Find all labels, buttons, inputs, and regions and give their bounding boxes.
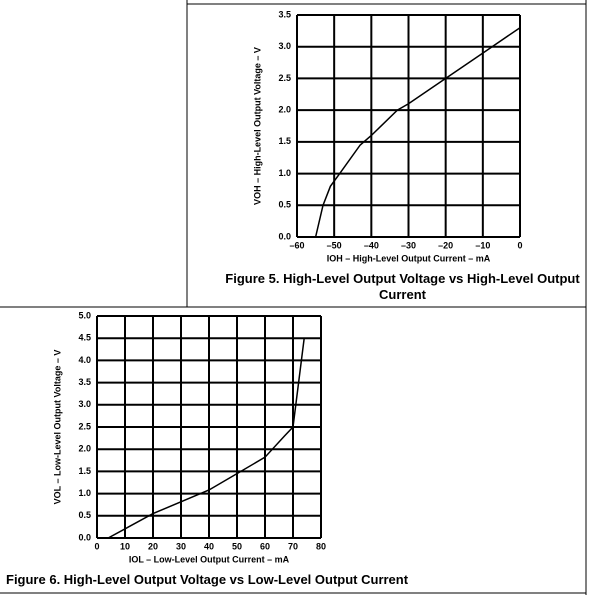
y-tick-label: 2.5 xyxy=(278,73,291,83)
y-tick-label: 3.0 xyxy=(278,41,291,51)
y-tick-label: 0.5 xyxy=(78,510,91,520)
x-tick-label: 0 xyxy=(517,240,522,250)
data-line xyxy=(314,27,521,238)
x-tick-label: –40 xyxy=(364,240,379,250)
y-tick-label: 3.0 xyxy=(78,399,91,409)
chart-title: Figure 6. High-Level Output Voltage vs L… xyxy=(6,572,409,587)
y-tick-label: 2.0 xyxy=(278,105,291,115)
x-tick-label: 70 xyxy=(288,541,298,551)
y-tick-label: 2.0 xyxy=(78,444,91,454)
y-tick-label: 1.5 xyxy=(78,466,91,476)
y-tick-label: 0.5 xyxy=(278,200,291,210)
x-axis-label: IOL – Low-Level Output Current – mA xyxy=(129,554,290,564)
y-axis-label: VOL – Low-Level Output Voltage – V xyxy=(52,350,62,505)
x-tick-label: 20 xyxy=(148,541,158,551)
x-tick-label: 50 xyxy=(232,541,242,551)
x-axis-label: IOH – High-Level Output Current – mA xyxy=(327,253,491,263)
x-tick-label: 40 xyxy=(204,541,214,551)
x-tick-label: –50 xyxy=(327,240,342,250)
y-tick-label: 5.0 xyxy=(78,310,91,320)
data-line xyxy=(107,338,305,539)
chart-title: Figure 5. High-Level Output Voltage vs H… xyxy=(225,271,580,302)
x-tick-label: 10 xyxy=(120,541,130,551)
x-tick-label: –60 xyxy=(289,240,304,250)
y-tick-label: 4.0 xyxy=(78,355,91,365)
y-tick-label: 3.5 xyxy=(78,377,91,387)
x-tick-label: 30 xyxy=(176,541,186,551)
x-tick-label: 80 xyxy=(316,541,326,551)
y-axis-label: VOH – High-Level Output Voltage – V xyxy=(252,47,262,205)
y-tick-label: 3.5 xyxy=(278,9,291,19)
y-tick-label: 1.0 xyxy=(278,168,291,178)
x-tick-label: 60 xyxy=(260,541,270,551)
x-tick-label: –30 xyxy=(401,240,416,250)
x-tick-label: 0 xyxy=(94,541,99,551)
y-tick-label: 1.0 xyxy=(78,488,91,498)
y-tick-label: 0.0 xyxy=(78,532,91,542)
x-tick-label: –10 xyxy=(475,240,490,250)
y-tick-label: 4.5 xyxy=(78,333,91,343)
y-tick-label: 1.5 xyxy=(278,136,291,146)
y-tick-label: 0.0 xyxy=(278,231,291,241)
x-tick-label: –20 xyxy=(438,240,453,250)
y-tick-label: 2.5 xyxy=(78,421,91,431)
